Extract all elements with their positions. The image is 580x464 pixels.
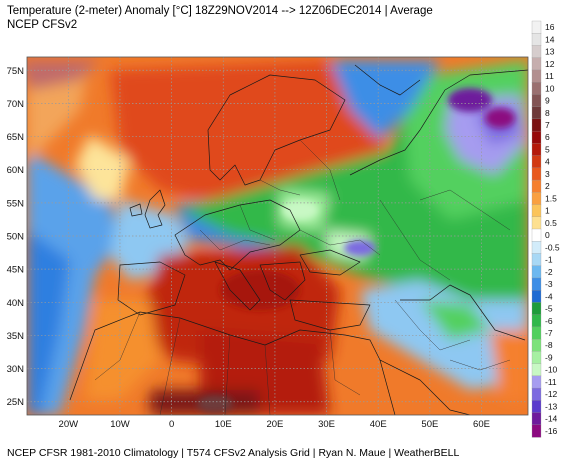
lat-label: 55N [7, 198, 25, 209]
colorbar-label: -0.5 [545, 242, 560, 252]
lat-label: 65N [7, 132, 25, 143]
colorbar-label: -16 [545, 426, 558, 436]
lon-label: 40E [370, 419, 387, 430]
lon-label: 50E [421, 419, 438, 430]
colorbar-swatch [531, 302, 542, 316]
colorbar-label: 3 [545, 169, 550, 179]
colorbar-swatch [531, 363, 542, 377]
colorbar-swatch [531, 424, 542, 438]
colorbar-label: 0 [545, 230, 550, 240]
lon-label: 60E [473, 419, 490, 430]
lat-label: 70N [7, 99, 25, 110]
lat-label: 75N [7, 66, 25, 77]
lat-label: 35N [7, 331, 25, 342]
colorbar-swatch [531, 82, 542, 95]
lon-label: 20E [266, 419, 283, 430]
colorbar-label: -14 [545, 414, 558, 424]
colorbar-label: 9 [545, 96, 550, 106]
lon-label: 10W [110, 419, 130, 430]
lon-label: 20W [59, 419, 79, 430]
colorbar-swatch [531, 69, 542, 83]
colorbar-label: 2 [545, 181, 550, 191]
colorbar-swatch [531, 20, 542, 34]
colorbar-swatch [531, 33, 542, 47]
colorbar-swatch [531, 106, 542, 120]
colorbar-swatch [531, 130, 542, 144]
colorbar-swatch [531, 228, 542, 242]
colorbar-swatch [531, 192, 542, 206]
colorbar-label: -9 [545, 352, 553, 362]
lat-label: 40N [7, 298, 25, 309]
colorbar-legend: 16 14 13 12 11 10 9 8 7 6 5 4 3 2 1.5 1 0.5 0 -0.5 -1 -2 -3 -4… [531, 20, 560, 438]
colorbar-label: 6 [545, 132, 550, 142]
colorbar-swatch [531, 375, 542, 389]
colorbar-label: 4 [545, 157, 550, 167]
colorbar-swatch [531, 57, 542, 71]
colorbar-label: -10 [545, 365, 558, 375]
colorbar-swatch [531, 94, 542, 108]
colorbar-swatch [531, 338, 542, 352]
lat-label: 50N [7, 232, 25, 243]
colorbar-label: -4 [545, 291, 553, 301]
colorbar-swatch [531, 400, 542, 414]
colorbar-label: -3 [545, 279, 553, 289]
temperature-field [27, 57, 528, 415]
colorbar-swatch [531, 45, 542, 59]
colorbar-swatch [531, 351, 542, 365]
colorbar-label: 5 [545, 144, 550, 154]
country-borders [94, 139, 511, 415]
colorbar-label: -5 [545, 304, 553, 314]
lat-label: 30N [7, 364, 25, 375]
lat-label: 45N [7, 265, 25, 276]
colorbar-swatch [531, 326, 542, 340]
colorbar-label: 7 [545, 120, 550, 130]
colorbar-swatch [531, 216, 542, 230]
colorbar-label: 10 [545, 83, 555, 93]
colorbar-swatch [531, 118, 542, 132]
colorbar-label: 16 [545, 22, 555, 32]
colorbar-swatch [531, 204, 542, 218]
colorbar-label: 12 [545, 59, 555, 69]
colorbar-label: 1 [545, 206, 550, 216]
colorbar-label: -1 [545, 255, 553, 265]
colorbar-label: -11 [545, 377, 557, 387]
colorbar-label: 0.5 [545, 218, 557, 228]
colorbar-label: -6 [545, 316, 553, 326]
colorbar-label: -7 [545, 328, 553, 338]
colorbar-swatch [531, 241, 542, 255]
lon-label: 30E [318, 419, 335, 430]
footer-credits: NCEP CFSR 1981-2010 Climatology | T574 C… [7, 447, 460, 459]
colorbar-label: -2 [545, 267, 553, 277]
lon-label: 10E [215, 419, 232, 430]
colorbar-swatch [531, 290, 542, 303]
colorbar-swatch [531, 167, 542, 181]
colorbar-swatch [531, 387, 542, 401]
colorbar-label: -13 [545, 401, 558, 411]
colorbar-swatch [531, 277, 542, 291]
colorbar-swatch [531, 143, 542, 157]
colorbar-swatch [531, 253, 542, 267]
colorbar-label: 8 [545, 108, 550, 118]
colorbar-swatch [531, 179, 542, 193]
colorbar-swatch [531, 314, 542, 328]
longitude-labels: 20W 10W 0 10E 20E 30E 40E 50E 60E [59, 419, 490, 430]
lat-label: 60N [7, 165, 25, 176]
colorbar-swatch [531, 155, 542, 169]
colorbar-swatch [531, 265, 542, 279]
chart-subtitle: NCEP CFSv2 [7, 19, 78, 31]
colorbar-label: -8 [545, 340, 553, 350]
colorbar-label: -12 [545, 389, 558, 399]
lon-label: 0 [169, 419, 174, 430]
gridlines [27, 57, 528, 415]
colorbar-swatch [531, 412, 542, 426]
colorbar-label: 13 [545, 47, 555, 57]
colorbar-label: 14 [545, 34, 555, 44]
colorbar-label: 1.5 [545, 193, 557, 203]
map-frame [26, 56, 529, 416]
chart-title: Temperature (2-meter) Anomaly [°C] 18Z29… [7, 5, 433, 17]
colorbar-label: 11 [545, 71, 554, 81]
lat-label: 25N [7, 397, 25, 408]
latitude-labels: 75N 70N 65N 60N 55N 50N 45N 40N 35N 30N 25N [7, 66, 25, 408]
